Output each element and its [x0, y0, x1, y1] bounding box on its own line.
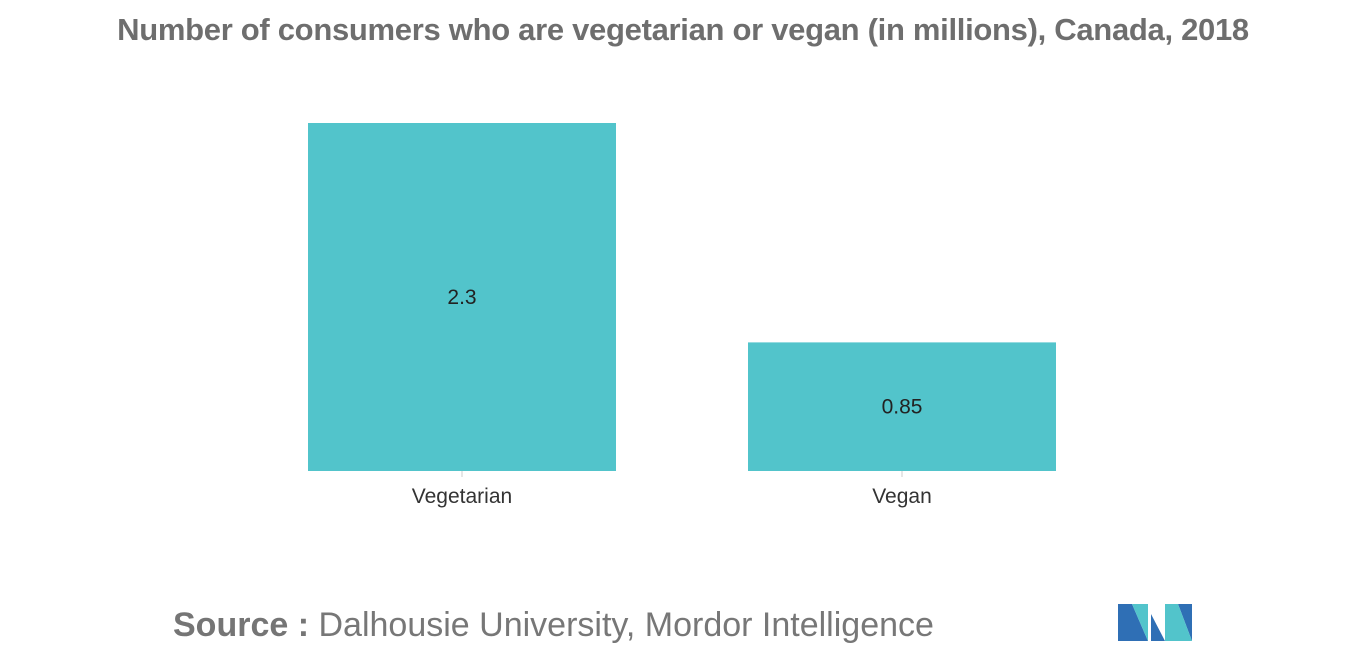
data-label-vegan: 0.85: [882, 396, 923, 419]
x-tick-label-vegan: Vegan: [872, 485, 932, 508]
bar-vegan: [748, 342, 1056, 471]
data-label-vegetarian: 2.3: [447, 286, 476, 309]
mordor-intelligence-logo-icon: [1118, 604, 1192, 641]
bar-vegetarian: [308, 123, 616, 471]
source-label: Source :: [173, 606, 310, 644]
source-text: Dalhousie University, Mordor Intelligenc…: [318, 606, 934, 644]
source-note: Source : Dalhousie University, Mordor In…: [173, 606, 934, 645]
x-tick-label-vegetarian: Vegetarian: [412, 485, 512, 508]
chart-title: Number of consumers who are vegetarian o…: [117, 12, 1249, 47]
